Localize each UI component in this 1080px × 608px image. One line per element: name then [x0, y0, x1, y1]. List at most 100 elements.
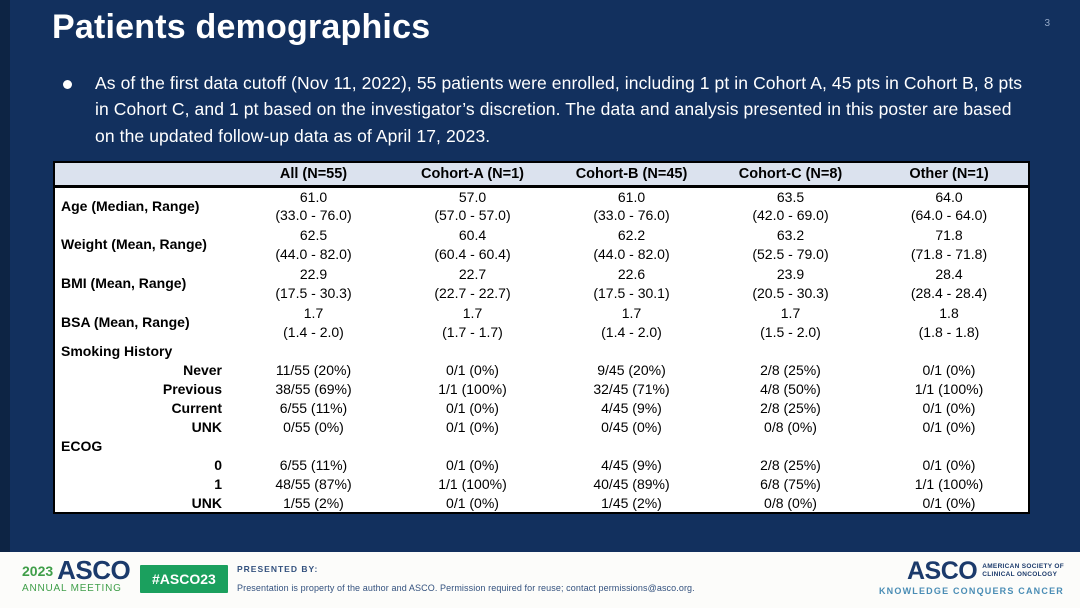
- row-label: BMI (Mean, Range): [61, 275, 187, 292]
- meeting-subtitle: ANNUAL MEETING: [22, 583, 122, 595]
- summary-bullet-text: As of the first data cutoff (Nov 11, 202…: [95, 73, 1023, 146]
- column-header: Cohort-C (N=8): [711, 162, 870, 188]
- table-cell: 63.2 (52.5 - 79.0): [752, 227, 829, 262]
- table-cell: [711, 342, 870, 361]
- row-label: Smoking History: [61, 343, 173, 360]
- table-cell: 0/8 (0%): [764, 495, 817, 511]
- row-label: UNK: [191, 419, 222, 436]
- demographics-table: All (N=55) Cohort-A (N=1) Cohort-B (N=45) C…: [53, 161, 1030, 515]
- table-cell: 0/8 (0%): [764, 419, 817, 436]
- table-cell: [870, 437, 1029, 456]
- page-number: 3: [1044, 18, 1050, 29]
- table-cell: 0/1 (0%): [446, 362, 499, 379]
- footer-bar: 2023 ASCO ANNUAL MEETING #ASCO23 PRESENT…: [0, 552, 1080, 608]
- row-label: UNK: [191, 495, 222, 511]
- table-cell: 38/55 (69%): [275, 381, 352, 398]
- row-label: Weight (Mean, Range): [61, 236, 207, 253]
- row-label: ECOG: [61, 438, 103, 455]
- table-cell: 1/1 (100%): [914, 381, 984, 398]
- slide-background: Patients demographics 3 As of the first …: [0, 0, 1080, 552]
- meeting-brand: ASCO: [57, 555, 131, 585]
- table-cell: 62.5 (44.0 - 82.0): [275, 227, 352, 262]
- asco-org-line1: AMERICAN SOCIETY OF: [982, 562, 1064, 570]
- table-cell: 1.8 (1.8 - 1.8): [918, 305, 980, 340]
- row-label: Current: [171, 400, 222, 417]
- table-row: Never 11/55 (20%) 0/1 (0%) 9/45 (20%) 2/8 (2…: [54, 361, 1029, 380]
- column-header: Cohort-B (N=45): [552, 162, 711, 188]
- slide-left-edge: [0, 0, 10, 552]
- table-cell: 4/8 (50%): [760, 381, 821, 398]
- table-cell: 4/45 (9%): [601, 457, 662, 474]
- asco-org-name: AMERICAN SOCIETY OF CLINICAL ONCOLOGY: [982, 563, 1064, 580]
- row-label: 0: [214, 457, 222, 474]
- table-cell: 6/8 (75%): [760, 476, 821, 493]
- table-row: 0 6/55 (11%) 0/1 (0%) 4/45 (9%) 2/8 (25%) 0/1…: [54, 456, 1029, 475]
- table-row: UNK 0/55 (0%) 0/1 (0%) 0/45 (0%) 0/8 (0%) 0/1…: [54, 418, 1029, 437]
- table-cell: 1.7 (1.7 - 1.7): [442, 305, 503, 340]
- table-cell: [870, 342, 1029, 361]
- table-row: Weight (Mean, Range) 62.5 (44.0 - 82.0) 60…: [54, 225, 1029, 264]
- table-cell: 0/45 (0%): [601, 419, 662, 436]
- row-label: Age (Median, Range): [61, 198, 200, 215]
- table-header-row: All (N=55) Cohort-A (N=1) Cohort-B (N=45) C…: [54, 162, 1029, 188]
- table-cell: [234, 437, 393, 456]
- row-label: BSA (Mean, Range): [61, 314, 190, 331]
- presented-by-block: PRESENTED BY: Presentation is property o…: [237, 564, 695, 593]
- table-cell: 64.0 (64.0 - 64.0): [910, 189, 988, 224]
- table-cell: [711, 437, 870, 456]
- table-cell: 9/45 (20%): [597, 362, 666, 379]
- table-cell: 0/1 (0%): [922, 400, 976, 417]
- table-cell: 22.6 (17.5 - 30.1): [593, 266, 670, 301]
- table-row: Previous 38/55 (69%) 1/1 (100%) 32/45 (71%)…: [54, 380, 1029, 399]
- table-cell: 48/55 (87%): [275, 476, 352, 493]
- table-cell: 1/1 (100%): [914, 476, 984, 493]
- row-label: 1: [214, 476, 222, 493]
- table-cell: [552, 437, 711, 456]
- table-cell: 28.4 (28.4 - 28.4): [910, 266, 988, 301]
- row-label: Never: [183, 362, 222, 379]
- column-header-empty: [54, 162, 234, 188]
- table-row: BMI (Mean, Range) 22.9 (17.5 - 30.3) 22.7 …: [54, 264, 1029, 303]
- table-cell: 71.8 (71.8 - 71.8): [910, 227, 988, 262]
- asco-brand: ASCO: [906, 557, 978, 585]
- asco-annual-meeting-logo: 2023 ASCO ANNUAL MEETING: [22, 555, 131, 595]
- table-row: Age (Median, Range) 61.0 (33.0 - 76.0) 57.…: [54, 186, 1029, 225]
- table-cell: 22.7 (22.7 - 22.7): [434, 266, 511, 301]
- table-row: Current 6/55 (11%) 0/1 (0%) 4/45 (9%) 2/8 (2…: [54, 399, 1029, 418]
- table-cell: 61.0 (33.0 - 76.0): [275, 189, 352, 224]
- table-cell: 4/45 (9%): [601, 400, 662, 417]
- page-title: Patients demographics: [52, 8, 431, 46]
- table-cell: 60.4 (60.4 - 60.4): [434, 227, 511, 262]
- table-cell: [393, 437, 552, 456]
- table-cell: 23.9 (20.5 - 30.3): [752, 266, 829, 301]
- table-cell: 1/45 (2%): [601, 495, 662, 511]
- table-cell: 22.9 (17.5 - 30.3): [275, 266, 352, 301]
- table-cell: 11/55 (20%): [275, 362, 352, 379]
- asco-tagline: KNOWLEDGE CONQUERS CANCER: [878, 585, 1064, 596]
- asco-org-line2: CLINICAL ONCOLOGY: [982, 571, 1058, 579]
- table-cell: 6/55 (11%): [279, 400, 348, 417]
- table-cell: 40/45 (89%): [593, 476, 670, 493]
- table-row: BSA (Mean, Range) 1.7 (1.4 - 2.0) 1.7 (1.7…: [54, 303, 1029, 342]
- table-cell: 6/55 (11%): [279, 457, 348, 474]
- table-cell: 0/1 (0%): [446, 419, 499, 436]
- table-row: Smoking History: [54, 342, 1029, 361]
- permission-text: Presentation is property of the author a…: [237, 583, 695, 593]
- hashtag-badge: #ASCO23: [140, 565, 228, 593]
- table-cell: [552, 342, 711, 361]
- table-cell: 1/1 (100%): [438, 476, 507, 493]
- table-cell: 32/45 (71%): [593, 381, 670, 398]
- asco-society-logo: ASCO AMERICAN SOCIETY OF CLINICAL ONCOLO…: [878, 557, 1064, 596]
- table-cell: 0/1 (0%): [922, 495, 976, 511]
- table-cell: 1.7 (1.5 - 2.0): [760, 305, 821, 340]
- bullet-icon: [63, 80, 72, 89]
- table-row: UNK 1/55 (2%) 0/1 (0%) 1/45 (2%) 0/8 (0%) 0/1…: [54, 494, 1029, 513]
- table-cell: 1.7 (1.4 - 2.0): [601, 305, 662, 340]
- table-cell: 0/1 (0%): [922, 457, 976, 474]
- column-header: Cohort-A (N=1): [393, 162, 552, 188]
- column-header: All (N=55): [234, 162, 393, 188]
- meeting-year: 2023: [22, 563, 54, 580]
- table-cell: 0/1 (0%): [922, 362, 976, 379]
- table-cell: 0/1 (0%): [446, 400, 499, 417]
